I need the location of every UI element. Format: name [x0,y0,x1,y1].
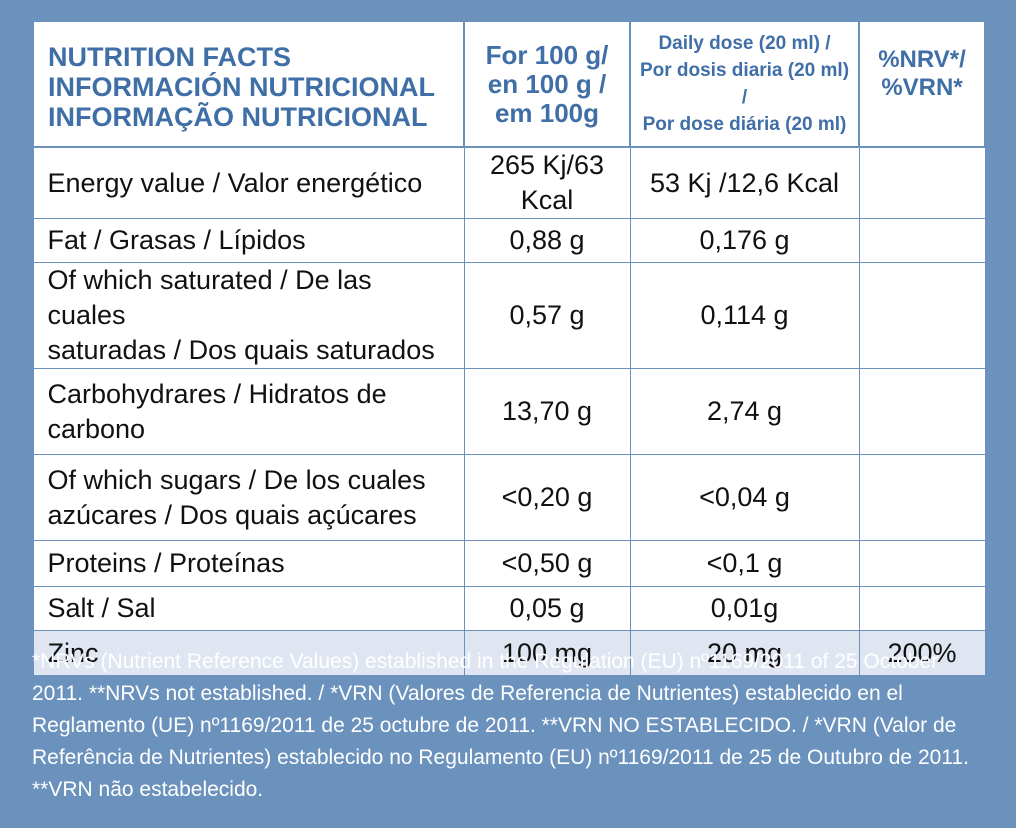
daily-value: 0,176 g [629,218,860,263]
nrv-value: 200% [858,630,986,676]
per100-header-line: For 100 g/ [485,39,609,70]
per100-header-line: em 100g [494,97,600,128]
nrv-header: %NRV*/ %VRN* [858,20,986,148]
nutrient-name-line: Of which sugars / De los cuales [47,464,426,495]
nutrient-name-line: Fat / Grasas / Lípidos [47,225,306,255]
daily-header-line: Por dosis diaria (20 ml) / [639,60,850,108]
nutrient-name: Fat / Grasas / Lípidos [32,218,465,263]
table-row: Energy value / Valor energético 265 Kj/6… [32,146,986,219]
table-row: Fat / Grasas / Lípidos 0,88 g 0,176 g [32,218,986,263]
daily-header-line: Daily dose (20 ml) / [658,33,831,54]
per100-header: For 100 g/ en 100 g / em 100g [463,20,631,148]
nrv-value [858,218,986,263]
nutrient-name-line: Proteins / Proteínas [47,548,285,578]
nutrient-name: Zinc [32,630,465,676]
daily-value: <0,1 g [629,540,860,587]
table-row: Carbohydrares / Hidratos de carbono 13,7… [32,368,986,455]
nutrient-name: Proteins / Proteínas [32,540,465,587]
daily-header-line: Por dose diária (20 ml) [642,114,847,135]
nutrient-name: Carbohydrares / Hidratos de carbono [32,368,465,455]
table-row: Proteins / Proteínas <0,50 g <0,1 g [32,540,986,587]
per100-value: 13,70 g [463,368,631,455]
per100-value: 265 Kj/63 Kcal [463,146,631,219]
nrv-value [858,368,986,455]
daily-value: <0,04 g [629,454,860,541]
daily-value: 53 Kj /12,6 Kcal [629,146,860,219]
daily-value: 20 mg [629,630,860,676]
nutrient-name-line: Carbohydrares / Hidratos de [47,378,387,409]
nutrient-name-line: saturadas / Dos quais saturados [47,335,435,365]
nutrient-name: Of which saturated / De las cuales satur… [32,262,465,369]
nutrient-name: Of which sugars / De los cuales azúcares… [32,454,465,541]
nrv-value [858,146,986,219]
nutrition-table: NUTRITION FACTS INFORMACIÓN NUTRICIONAL … [32,20,986,676]
daily-value: 2,74 g [629,368,860,455]
nutrient-name-line: Energy value / Valor energético [47,167,423,198]
nutrient-name-line: Zinc [47,637,99,668]
daily-value: 0,01g [629,586,860,631]
nrv-value [858,540,986,587]
header-row: NUTRITION FACTS INFORMACIÓN NUTRICIONAL … [32,20,986,148]
nutrient-name-line: Salt / Sal [47,593,156,623]
per100-value: <0,50 g [463,540,631,587]
per100-value: 0,05 g [463,586,631,631]
footnote: *NRVs (Nutrient Reference Values) establ… [32,650,969,801]
nrv-header-line: %NRV*/ [878,46,966,73]
daily-value: 0,114 g [629,262,860,369]
table-row-zinc: Zinc 100 mg 20 mg 200% [32,630,986,676]
nutrient-name-line: azúcares / Dos quais açúcares [47,499,417,530]
nutrient-name: Salt / Sal [32,586,465,631]
table-row: Of which sugars / De los cuales azúcares… [32,454,986,541]
nrv-value [858,586,986,631]
table-row: Of which saturated / De las cuales satur… [32,262,986,369]
nrv-value [858,454,986,541]
per100-header-line: en 100 g / [487,68,607,99]
title-line-es: INFORMACIÓN NUTRICIONAL [48,72,435,102]
nutrient-name-line: carbono [47,413,146,444]
nrv-value [858,262,986,369]
title-line-en: NUTRITION FACTS [48,42,291,72]
nutrient-name-line: Of which saturated / De las cuales [47,265,372,330]
table-row: Salt / Sal 0,05 g 0,01g [32,586,986,631]
per100-value: 0,88 g [463,218,631,263]
daily-dose-header: Daily dose (20 ml) / Por dosis diaria (2… [629,20,860,148]
per100-value: <0,20 g [463,454,631,541]
nutrient-name: Energy value / Valor energético [32,146,465,219]
title-line-pt: INFORMAÇÃO NUTRICIONAL [48,102,428,132]
table-title: NUTRITION FACTS INFORMACIÓN NUTRICIONAL … [32,20,465,148]
nrv-header-line: %VRN* [881,74,963,101]
per100-value: 0,57 g [463,262,631,369]
